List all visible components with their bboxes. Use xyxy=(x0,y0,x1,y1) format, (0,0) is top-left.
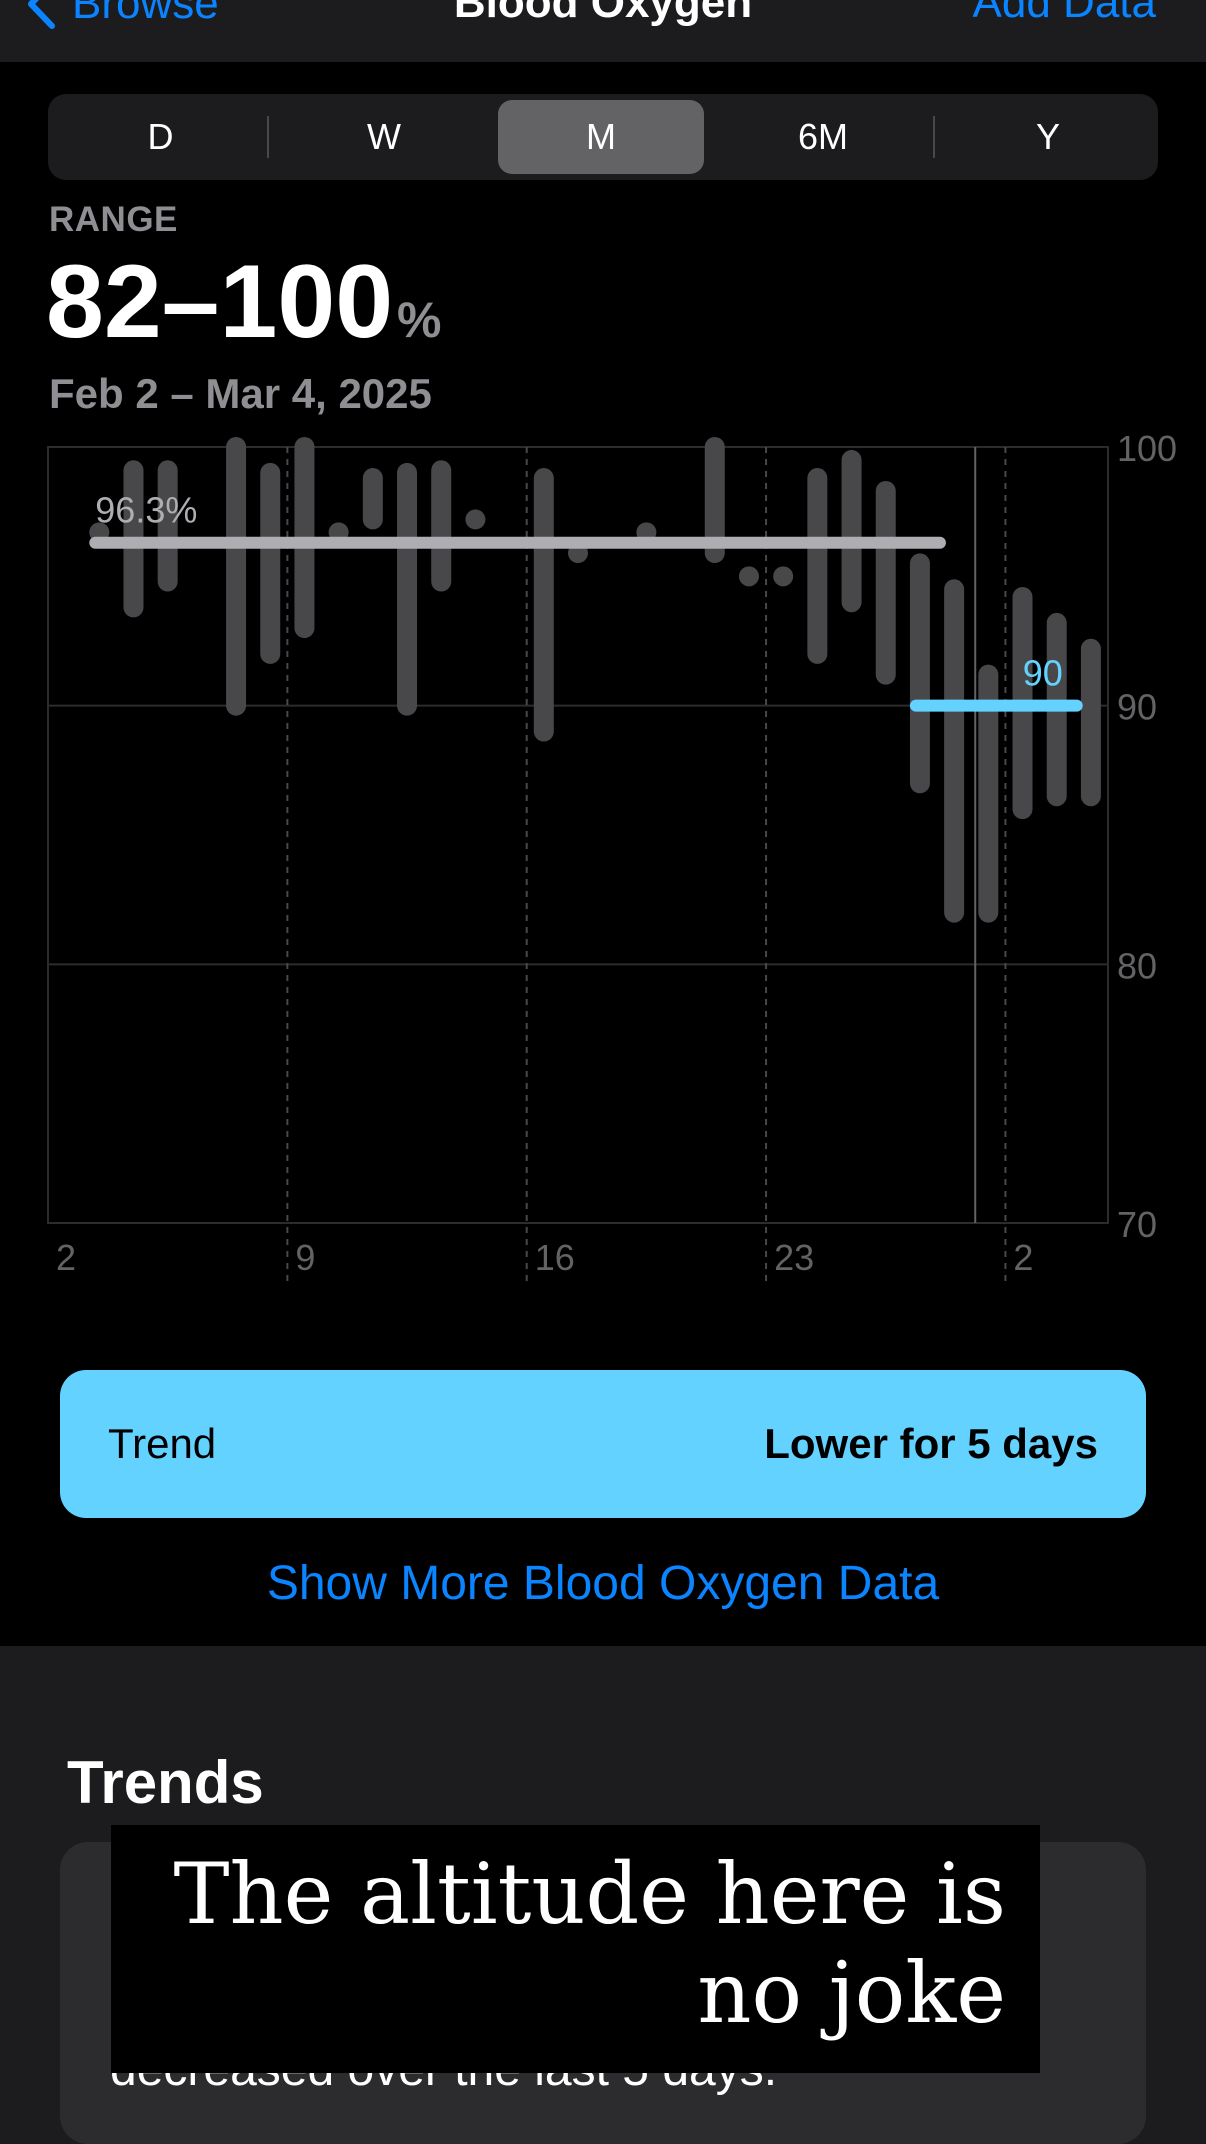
range-bar xyxy=(978,664,999,923)
recent-average-label: 90 xyxy=(1023,653,1063,694)
x-tick-label: 2 xyxy=(1013,1237,1033,1278)
page-title: Blood Oxygen xyxy=(453,0,753,27)
x-tick-label: 2 xyxy=(56,1237,76,1278)
trend-value: Lower for 5 days xyxy=(764,1420,1098,1467)
range-unit: % xyxy=(397,292,442,348)
range-bar xyxy=(533,468,554,742)
add-data-button[interactable]: Add Data xyxy=(972,0,1156,27)
x-tick-label: 16 xyxy=(535,1237,575,1278)
x-tick-label: 9 xyxy=(295,1237,315,1278)
date-range: Feb 2 – Mar 4, 2025 xyxy=(49,370,432,417)
segment-divider xyxy=(267,116,269,158)
back-button[interactable]: Browse xyxy=(26,0,219,30)
caption-overlay: The altitude here is no joke xyxy=(111,1825,1040,2073)
range-bar xyxy=(773,566,794,587)
range-bar xyxy=(431,460,452,592)
time-range-segmented-control: D W M 6M Y xyxy=(48,94,1158,180)
average-label: 96.3% xyxy=(95,490,197,531)
chevron-left-icon xyxy=(28,0,55,29)
range-bar xyxy=(738,566,759,587)
range-bar xyxy=(362,468,383,530)
x-tick-label: 23 xyxy=(774,1237,814,1278)
range-value: 82–100% xyxy=(46,250,442,354)
trends-heading: Trends xyxy=(67,1749,264,1816)
segment-year[interactable]: Y xyxy=(1035,116,1060,157)
trend-card[interactable]: Trend Lower for 5 days xyxy=(60,1370,1146,1518)
segment-day[interactable]: D xyxy=(147,116,174,157)
range-bar xyxy=(909,553,930,794)
segment-six-months[interactable]: 6M xyxy=(797,116,848,157)
y-tick-label: 80 xyxy=(1117,945,1157,986)
range-bar xyxy=(397,462,418,716)
range-bar xyxy=(841,449,862,613)
range-bar xyxy=(704,437,725,564)
blood-oxygen-chart[interactable]: 70 80 90 100 2 9 16 23 2 96.3% 90 xyxy=(0,420,1206,1300)
range-bar xyxy=(465,509,486,530)
range-label: RANGE xyxy=(49,200,178,239)
segment-week[interactable]: W xyxy=(367,116,401,157)
range-number: 82–100 xyxy=(46,244,394,360)
y-tick-label: 100 xyxy=(1117,428,1177,469)
segment-divider xyxy=(933,116,935,158)
range-bar xyxy=(1080,638,1101,807)
range-bar xyxy=(807,468,828,664)
nav-bar: Browse Blood Oxygen Add Data xyxy=(0,0,1206,62)
back-label: Browse xyxy=(72,0,219,28)
trend-label: Trend xyxy=(108,1420,217,1467)
range-bar xyxy=(226,437,247,716)
segment-selected-indicator xyxy=(498,100,704,174)
range-bar xyxy=(944,579,965,923)
range-bar xyxy=(260,462,281,664)
range-bar xyxy=(875,480,896,685)
show-more-link[interactable]: Show More Blood Oxygen Data xyxy=(266,1557,940,1610)
y-tick-label: 90 xyxy=(1117,687,1157,728)
y-tick-label: 70 xyxy=(1117,1204,1157,1245)
range-bar xyxy=(157,460,178,592)
segment-month[interactable]: M xyxy=(586,116,616,157)
